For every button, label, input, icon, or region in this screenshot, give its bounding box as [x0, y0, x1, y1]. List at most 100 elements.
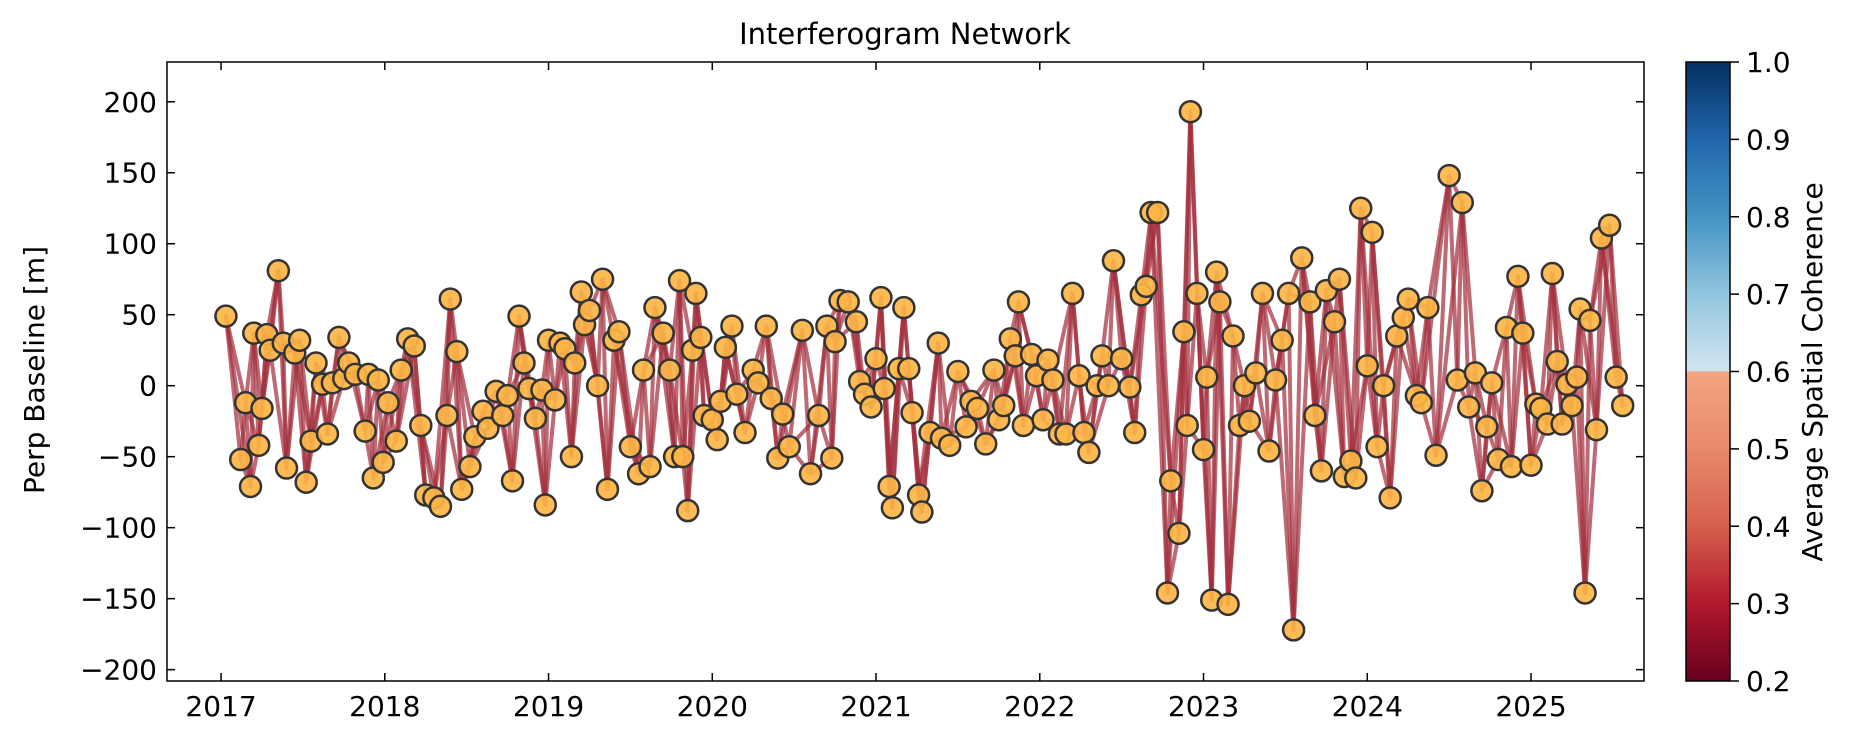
acquisition-point: [1565, 365, 1589, 389]
acquisition-point: [1416, 295, 1440, 320]
acquisition-point: [823, 329, 847, 354]
acquisition-point: [1006, 290, 1031, 314]
acquisition-point: [1396, 287, 1420, 311]
acquisition-point: [1036, 348, 1060, 372]
x-tick-label: 2022: [1004, 690, 1075, 723]
acquisition-point: [1011, 413, 1036, 438]
acquisition-point: [1511, 321, 1535, 345]
acquisition-point: [1519, 453, 1543, 477]
acquisition-point: [859, 395, 883, 419]
acquisition-point: [559, 444, 584, 469]
interferogram-edge: [1260, 291, 1278, 383]
acquisition-point: [1072, 420, 1096, 445]
acquisition-point: [897, 356, 921, 381]
interferogram-edge: [800, 328, 821, 418]
interferogram-edge: [787, 328, 805, 449]
acquisition-point: [689, 325, 713, 350]
acquisition-point: [1309, 459, 1334, 483]
interferogram-edge: [1185, 109, 1193, 428]
y-tick-label: −200: [80, 654, 157, 687]
acquisition-point: [1344, 466, 1368, 490]
acquisition-point: [523, 406, 548, 431]
acquisition-point: [428, 494, 453, 519]
acquisition-point: [294, 470, 318, 494]
acquisition-point: [1175, 413, 1199, 438]
acquisition-point: [327, 325, 351, 350]
x-axis-ticks: 2017 2018 2019 2020 2021 2022 2023 2024 2025: [185, 62, 1567, 723]
acquisition-point: [1101, 249, 1126, 273]
interferogram-edge: [685, 335, 703, 513]
acquisition-point: [1424, 443, 1448, 468]
y-tick-label: 0: [139, 370, 157, 403]
acquisition-point: [402, 334, 427, 358]
acquisition-point: [495, 383, 520, 408]
acquisition-point: [982, 358, 1006, 382]
acquisition-point: [1290, 246, 1314, 270]
acquisition-point: [1450, 190, 1474, 215]
x-tick-label: 2018: [349, 690, 420, 723]
colorbar-ticks: 1.0 0.9 0.8 0.7 0.6 0.5 0.4 0.3 0.2: [1730, 46, 1791, 698]
acquisition-point: [1118, 375, 1142, 399]
acquisition-point: [562, 351, 587, 375]
acquisition-point: [900, 400, 924, 425]
acquisition-point: [657, 358, 682, 382]
interferogram-edge: [1496, 325, 1509, 462]
acquisition-point: [304, 351, 328, 375]
acquisition-point: [287, 328, 312, 353]
acquisition-point: [376, 390, 400, 415]
acquisition-point: [1298, 290, 1322, 314]
acquisition-point: [1327, 267, 1352, 291]
acquisition-point: [910, 500, 934, 524]
acquisition-point: [1090, 344, 1114, 368]
acquisition-point: [1281, 618, 1306, 642]
acquisition-point: [1041, 368, 1065, 392]
acquisition-point: [1159, 469, 1183, 493]
interferogram-edge: [543, 397, 558, 507]
acquisition-point: [1096, 373, 1121, 398]
interferogram-edge: [454, 349, 477, 439]
x-tick-label: 2021: [840, 690, 911, 723]
acquisition-point: [266, 258, 291, 283]
acquisition-point: [1077, 440, 1101, 465]
interferogram-edge: [1132, 284, 1149, 435]
y-tick-label: 200: [104, 86, 157, 119]
acquisition-point: [366, 368, 390, 392]
acquisition-point: [250, 396, 274, 421]
colorbar-tick-label: 0.6: [1746, 356, 1791, 389]
interferogram-edge: [1185, 291, 1199, 428]
acquisition-point: [228, 447, 253, 472]
interferogram-edge: [1226, 334, 1235, 607]
acquisition-point: [1540, 261, 1565, 286]
acquisition-point: [667, 268, 692, 293]
acquisition-point: [877, 474, 901, 499]
acquisition-point: [1145, 200, 1170, 225]
x-tick-label: 2024: [1332, 690, 1403, 723]
acquisition-point: [651, 321, 675, 345]
y-axis-title: Perp Baseline [m]: [18, 246, 51, 494]
acquisition-point: [1167, 521, 1191, 546]
acquisition-point: [1545, 349, 1569, 374]
acquisition-point: [777, 434, 801, 459]
acquisition-point: [577, 298, 602, 323]
acquisition-point: [770, 402, 795, 426]
interferogram-edge: [1434, 378, 1460, 458]
acquisition-point: [1322, 310, 1347, 334]
acquisition-point: [1578, 308, 1602, 333]
acquisition-point: [1610, 393, 1635, 418]
interferogram-edge: [543, 338, 551, 507]
plot-frame: [166, 61, 1645, 682]
acquisition-point: [1067, 364, 1091, 388]
y-tick-label: 150: [104, 157, 157, 190]
acquisition-point: [806, 403, 831, 428]
acquisition-point: [1584, 417, 1609, 442]
acquisition-point: [1365, 434, 1389, 459]
colorbar: [1685, 61, 1731, 682]
interferogram-edge: [1434, 200, 1465, 458]
acquisition-point: [892, 295, 916, 320]
acquisition-point: [836, 290, 860, 314]
acquisition-point: [353, 419, 377, 443]
acquisition-point: [1479, 371, 1504, 395]
acquisition-point: [1470, 479, 1494, 503]
acquisition-point: [926, 331, 950, 355]
interferogram-edge: [1425, 305, 1439, 458]
